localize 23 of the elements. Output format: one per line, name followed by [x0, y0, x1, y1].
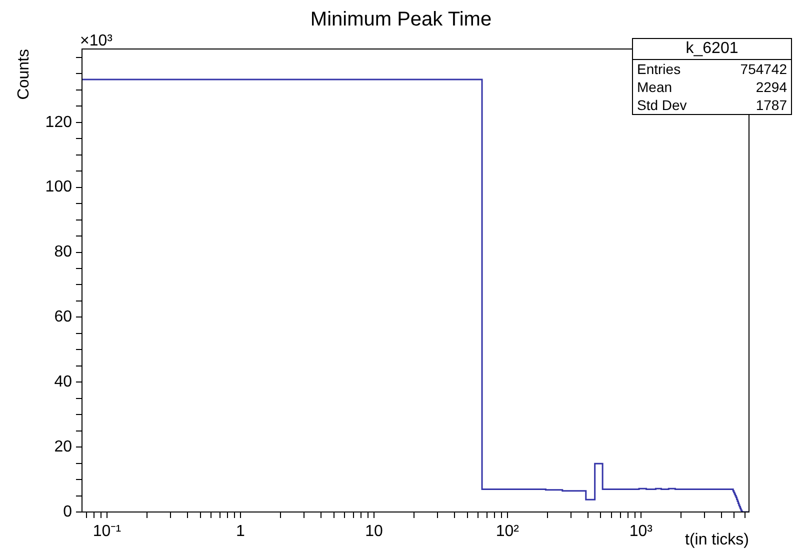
x-tick-label: 1	[236, 523, 246, 540]
x-axis-title: t(in ticks)	[685, 531, 749, 548]
annotation: Std Dev	[637, 96, 687, 114]
y-tick-label: 20	[54, 438, 72, 456]
annotation: Entries	[637, 60, 681, 78]
y-tick-label: 80	[54, 244, 72, 261]
text: 2294	[756, 78, 787, 96]
x-tick-label: 10	[365, 523, 383, 540]
annotation: 754742	[740, 60, 787, 78]
chart-title: Minimum Peak Time	[310, 8, 492, 31]
y-tick-label: 100	[45, 178, 72, 196]
annotation: k_6201	[633, 39, 791, 60]
text: 1787	[756, 96, 787, 114]
annotation: Mean	[637, 78, 672, 96]
y-tick-label: 40	[54, 374, 72, 391]
x-tick-label: 10³	[629, 523, 654, 540]
y-tick-label: 0	[63, 503, 72, 520]
y-axis-title: Counts	[15, 49, 32, 100]
y-tick-label: 120	[45, 114, 72, 131]
x-tick-label: 10⁻¹	[92, 523, 122, 540]
x-tick-label: 10²	[496, 523, 520, 540]
annotation: ×10³	[80, 32, 114, 50]
y-tick-label: 60	[54, 308, 72, 326]
